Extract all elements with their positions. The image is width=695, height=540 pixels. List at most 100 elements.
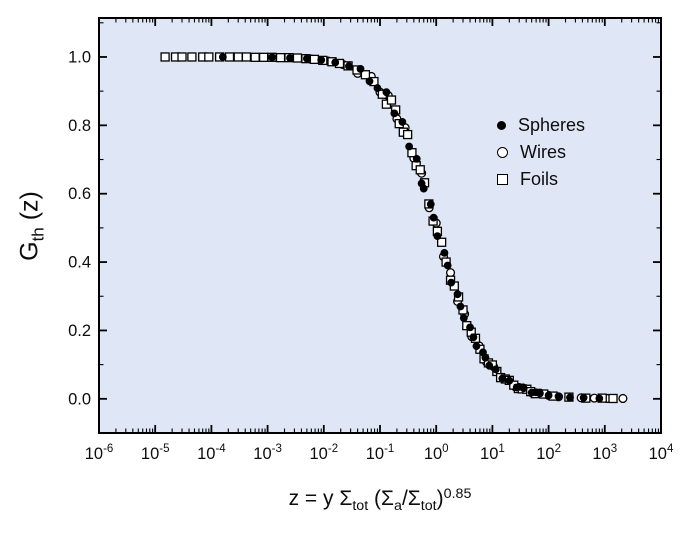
x-tick-label: 101 (480, 443, 505, 463)
data-point-spheres (373, 84, 382, 92)
title-text: ) (436, 487, 444, 510)
legend-label: Foils (520, 169, 559, 189)
data-point-foils (187, 52, 197, 62)
title-text: (z) (15, 191, 44, 228)
title-text: /Σ (401, 487, 421, 510)
plot-frame (98, 17, 662, 434)
y-tick-label: 0.4 (68, 254, 91, 272)
plot-background (99, 18, 661, 433)
data-point-spheres (459, 314, 468, 323)
title-text: G (15, 241, 44, 261)
data-point-spheres (443, 261, 452, 270)
x-tick-label: 10-2 (310, 443, 339, 463)
data-point-foils (241, 52, 252, 62)
data-point-wires (618, 393, 628, 404)
legend-item-wires: Wires (497, 139, 585, 166)
data-point-spheres (390, 109, 399, 118)
title-subscript: tot (352, 498, 369, 515)
legend: Spheres Wires Foils (497, 112, 585, 193)
data-point-foils (233, 52, 243, 62)
data-point-spheres (519, 384, 528, 393)
y-tick-label: 0.2 (68, 322, 91, 340)
y-tick-label: 1.0 (68, 48, 91, 66)
data-point-foils (415, 165, 425, 175)
data-point-foils (275, 53, 286, 63)
data-point-foils (160, 52, 170, 62)
title-text: (Σ (368, 487, 395, 510)
data-point-foils (258, 52, 269, 62)
title-subscript: a (394, 498, 402, 515)
data-point-spheres (268, 53, 276, 62)
title-subscript: th (28, 227, 48, 242)
data-point-spheres (505, 376, 514, 385)
data-point-spheres (498, 374, 507, 383)
open-square-icon (497, 174, 508, 185)
y-tick-label: 0.8 (68, 117, 91, 135)
data-point-spheres (456, 302, 465, 311)
data-point-spheres (579, 393, 588, 402)
data-point-foils (250, 52, 260, 62)
data-point-spheres (218, 53, 227, 61)
data-point-foils (402, 129, 413, 140)
x-tick-label: 10-1 (366, 443, 395, 463)
data-point-foils (204, 52, 214, 62)
x-tick-label: 10-5 (141, 443, 170, 463)
data-point-spheres (466, 323, 474, 332)
data-point-spheres (331, 58, 340, 67)
y-tick-label: 0.0 (68, 390, 91, 408)
data-point-spheres (469, 333, 478, 342)
legend-label: Spheres (518, 115, 586, 135)
data-point-spheres (453, 290, 462, 299)
data-point-spheres (286, 54, 294, 62)
data-point-spheres (412, 154, 421, 163)
y-tick-label: 0.6 (68, 185, 91, 203)
data-point-spheres (382, 88, 391, 97)
x-tick-label: 10-4 (197, 443, 226, 463)
data-point-spheres (398, 118, 407, 126)
data-point-spheres (485, 361, 494, 370)
data-point-foils (292, 53, 303, 63)
data-point-spheres (345, 62, 353, 71)
x-tick-label: 103 (592, 443, 617, 463)
filled-circle-icon (497, 121, 506, 130)
x-axis-title: z = y Σtot (Σa/Σtot)0.85 (99, 485, 661, 515)
title-text: z = y (288, 487, 340, 510)
title-subscript: tot (420, 498, 437, 515)
x-tick-label: 102 (536, 443, 561, 463)
data-point-spheres (317, 56, 326, 64)
data-point-foils (177, 52, 187, 62)
data-point-spheres (302, 54, 311, 63)
data-point-spheres (447, 278, 456, 287)
data-point-spheres (595, 394, 604, 403)
data-point-spheres (544, 391, 553, 400)
data-point-spheres (491, 365, 500, 374)
data-point-spheres (481, 353, 490, 362)
data-point-foils (360, 70, 371, 80)
open-circle-icon (497, 147, 508, 158)
data-point-foils (386, 95, 397, 105)
data-point-foils (309, 54, 320, 65)
data-point-spheres (566, 393, 574, 402)
legend-item-foils: Foils (497, 166, 585, 193)
x-tick-label: 10-6 (85, 443, 114, 463)
data-point-spheres (440, 248, 449, 257)
data-point-wires (445, 268, 456, 278)
data-point-spheres (426, 200, 435, 209)
x-tick-label: 104 (649, 443, 674, 463)
data-point-spheres (472, 342, 481, 351)
data-point-spheres (429, 213, 438, 222)
x-tick-label: 10-3 (253, 443, 282, 463)
legend-label: Wires (520, 142, 566, 162)
legend-item-spheres: Spheres (497, 112, 585, 139)
data-point-spheres (356, 65, 365, 73)
data-point-spheres (405, 142, 414, 151)
data-point-foils (436, 237, 447, 247)
title-superscript: 0.85 (443, 485, 472, 502)
data-point-spheres (535, 389, 544, 398)
data-point-foils (608, 393, 618, 404)
data-point-spheres (419, 184, 428, 193)
title-text: Σ (339, 487, 353, 510)
y-axis-title: Gth (z) (15, 191, 48, 261)
